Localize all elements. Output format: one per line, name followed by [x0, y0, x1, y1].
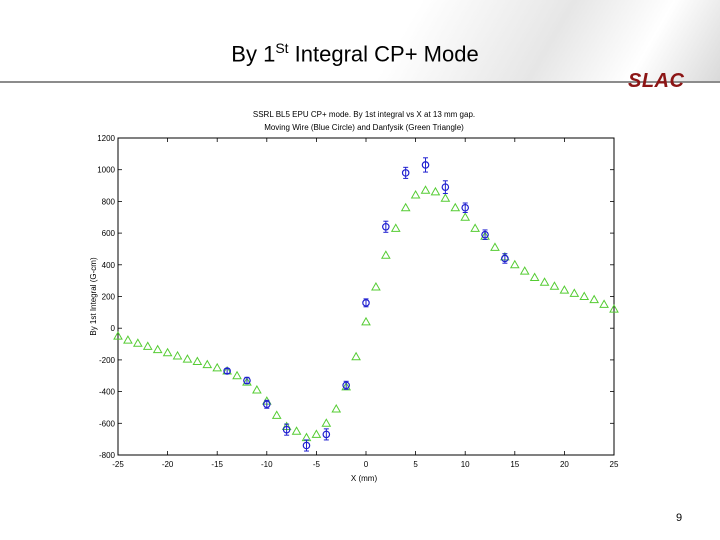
moving-wire-point	[461, 203, 470, 212]
y-tick-label: 1200	[97, 134, 115, 143]
danfysik-point	[311, 429, 322, 438]
slac-logo: SLAC	[628, 70, 685, 92]
moving-wire-point	[302, 441, 311, 450]
moving-wire-point	[501, 254, 509, 263]
chart-title: SSRL BL5 EPU CP+ mode. By 1st integral v…	[253, 110, 475, 119]
x-tick-label: -15	[211, 460, 223, 469]
danfysik-point	[549, 281, 560, 290]
danfysik-point	[579, 291, 590, 300]
x-tick-label: -10	[261, 460, 273, 469]
danfysik-point	[252, 385, 262, 394]
danfysik-point	[440, 193, 451, 202]
y-tick-label: 200	[102, 293, 116, 302]
danfysik-point	[331, 404, 342, 413]
moving-wire-point	[243, 376, 251, 385]
moving-wire-point	[362, 299, 370, 307]
y-tick-label: 1000	[97, 166, 115, 175]
danfysik-point	[172, 350, 183, 360]
moving-wire-point	[481, 230, 489, 239]
danfysik-point	[123, 335, 133, 344]
danfysik-point	[410, 190, 421, 199]
danfysik-point	[202, 359, 213, 369]
x-tick-label: 20	[560, 460, 569, 469]
danfysik-point	[113, 331, 123, 340]
moving-wire-point	[262, 400, 271, 409]
danfysik-point	[162, 347, 173, 357]
y-tick-label: 0	[111, 324, 116, 333]
y-tick-label: -600	[99, 419, 116, 428]
slide-title-prefix: By 1	[231, 41, 276, 67]
danfysik-point	[291, 426, 302, 435]
danfysik-point	[142, 341, 153, 350]
danfysik-point	[390, 223, 401, 232]
danfysik-point	[341, 381, 352, 391]
danfysik-point	[569, 288, 580, 297]
y-tick-label: -800	[99, 451, 116, 460]
danfysik-point	[490, 242, 500, 251]
moving-wire-point	[401, 169, 410, 177]
danfysik-point	[351, 351, 361, 361]
danfysik-point	[321, 418, 332, 427]
x-tick-label: 10	[461, 460, 470, 469]
danfysik-point	[430, 186, 441, 196]
danfysik-point	[132, 338, 143, 347]
x-tick-label: -20	[162, 460, 174, 469]
danfysik-point	[361, 316, 371, 326]
danfysik-point	[609, 304, 619, 313]
x-tick-label: 25	[610, 460, 619, 469]
moving-wire-point	[342, 381, 350, 390]
plot-frame	[117, 137, 615, 456]
x-tick-label: 0	[364, 460, 369, 469]
header-background	[0, 0, 720, 82]
x-axis-label: X (mm)	[351, 474, 378, 483]
moving-wire-point	[282, 425, 291, 434]
y-tick-label: -400	[99, 388, 116, 397]
page-number: 9	[676, 512, 683, 524]
y-tick-label: 400	[102, 261, 116, 270]
danfysik-point	[420, 185, 431, 194]
danfysik-point	[599, 299, 609, 308]
danfysik-point	[371, 281, 381, 291]
moving-wire-point	[421, 161, 430, 169]
danfysik-point	[152, 344, 163, 354]
danfysik-point	[539, 277, 550, 286]
slide-title-suffix: Integral CP+ Mode	[288, 41, 479, 67]
y-axis-label: By 1st Integral (G-cm)	[89, 257, 98, 336]
danfysik-point	[559, 285, 570, 294]
y-tick-label: 800	[102, 197, 116, 206]
chart-subtitle: Moving Wire (Blue Circle) and Danfysik (…	[264, 123, 464, 132]
danfysik-point	[589, 294, 600, 304]
danfysik-point	[271, 410, 282, 419]
slide-title: By 1St Integral CP+ Mode	[0, 40, 710, 67]
moving-wire-point	[382, 222, 390, 231]
moving-wire-point	[322, 430, 331, 439]
moving-wire-point	[223, 367, 231, 375]
y-tick-label: 600	[102, 229, 116, 238]
x-tick-label: 5	[413, 460, 418, 469]
x-tick-label: 15	[510, 460, 519, 469]
danfysik-point	[509, 259, 520, 269]
danfysik-point	[380, 250, 391, 259]
danfysik-point	[470, 223, 480, 232]
slide-title-superscript: St	[275, 40, 289, 56]
danfysik-point	[212, 362, 223, 372]
danfysik-point	[450, 202, 461, 212]
danfysik-point	[192, 356, 203, 365]
danfysik-point	[519, 266, 530, 275]
danfysik-point	[400, 202, 411, 212]
danfysik-point	[232, 370, 242, 380]
danfysik-point	[460, 212, 471, 221]
x-tick-label: -5	[313, 460, 321, 469]
moving-wire-point	[441, 183, 450, 191]
x-tick-label: -25	[112, 460, 124, 469]
title-divider	[0, 81, 720, 83]
y-tick-label: -200	[99, 356, 116, 365]
danfysik-point	[242, 377, 252, 386]
danfysik-point	[529, 272, 540, 281]
danfysik-point	[182, 354, 193, 363]
